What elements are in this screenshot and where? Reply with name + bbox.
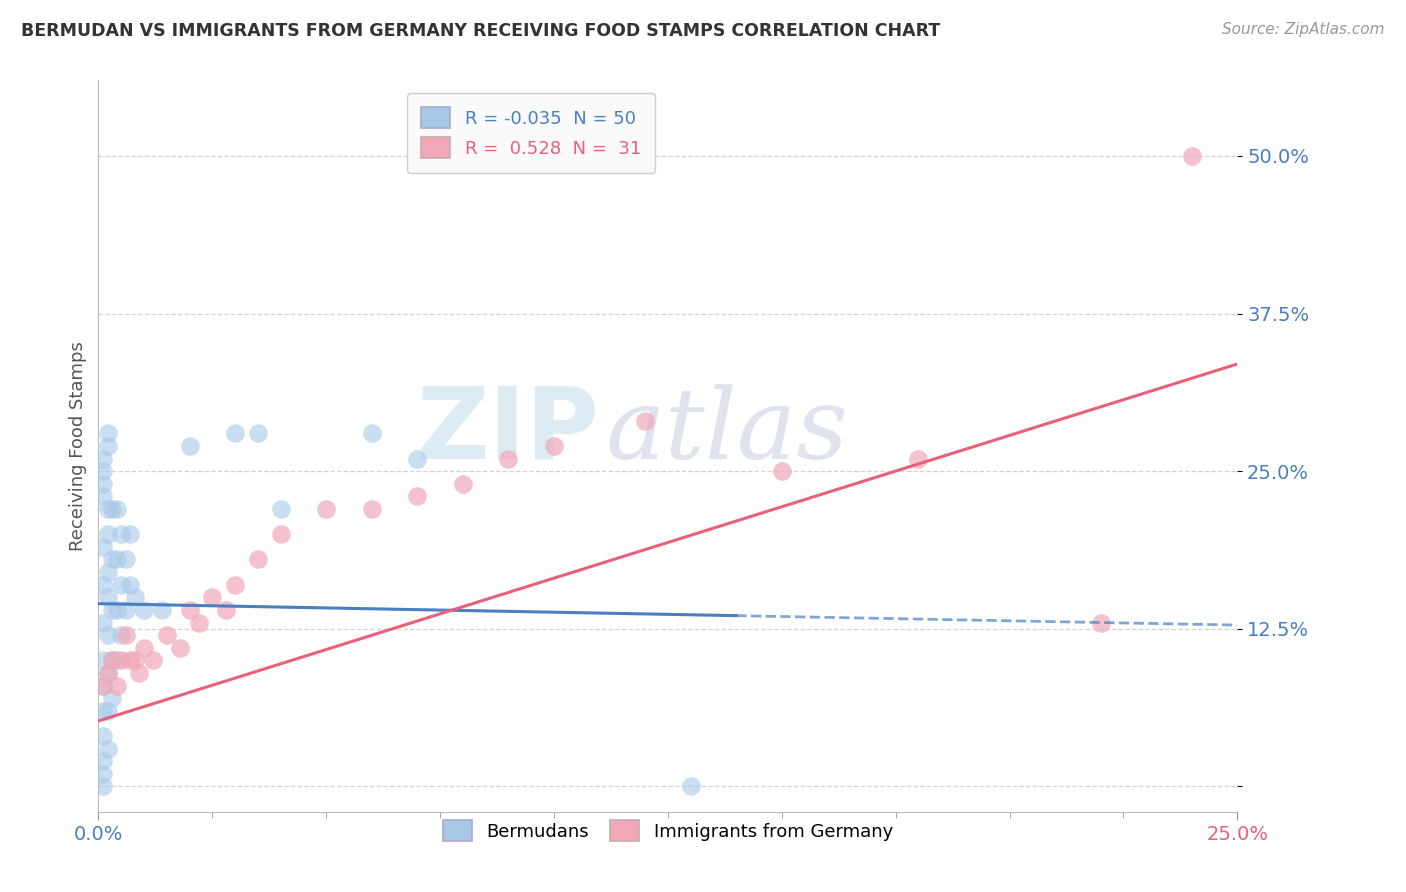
Point [110,628,132,642]
Point [451,476,474,491]
Point [679,780,702,794]
Text: ZIP: ZIP [416,383,599,480]
Point [101,691,124,706]
Point [105,679,128,693]
Point [91,767,114,781]
Point [91,653,114,667]
Point [96,665,118,680]
Point [1090,615,1112,630]
Point [96,502,118,516]
Point [101,552,124,566]
Point [150,603,173,617]
Point [105,603,128,617]
Point [215,603,238,617]
Point [142,653,165,667]
Point [120,578,142,592]
Point [96,591,118,605]
Point [246,426,269,441]
Point [96,527,118,541]
Point [91,464,114,478]
Point [120,653,142,667]
Point [105,552,128,566]
Point [360,502,382,516]
Point [101,653,124,667]
Legend: Bermudans, Immigrants from Germany: Bermudans, Immigrants from Germany [430,808,905,854]
Point [907,451,929,466]
Text: Source: ZipAtlas.com: Source: ZipAtlas.com [1222,22,1385,37]
Point [91,490,114,504]
Point [96,426,118,441]
Point [187,615,209,630]
Point [96,628,118,642]
Point [179,439,201,453]
Point [110,578,132,592]
Point [120,527,142,541]
Point [91,704,114,718]
Point [91,679,114,693]
Point [101,653,124,667]
Point [105,653,128,667]
Point [132,603,155,617]
Point [96,704,118,718]
Point [770,464,793,478]
Point [132,640,155,655]
Point [406,490,429,504]
Point [110,653,132,667]
Point [114,603,136,617]
Point [498,451,520,466]
Point [91,679,114,693]
Point [91,451,114,466]
Point [114,628,136,642]
Point [110,527,132,541]
Point [96,665,118,680]
Point [634,414,657,428]
Point [124,653,146,667]
Point [315,502,337,516]
Point [169,640,191,655]
Point [124,591,146,605]
Point [156,628,179,642]
Point [179,603,201,617]
Point [128,665,150,680]
Point [91,540,114,554]
Point [96,439,118,453]
Point [91,615,114,630]
Point [406,451,429,466]
Point [91,578,114,592]
Point [224,578,246,592]
Point [91,729,114,743]
Text: BERMUDAN VS IMMIGRANTS FROM GERMANY RECEIVING FOOD STAMPS CORRELATION CHART: BERMUDAN VS IMMIGRANTS FROM GERMANY RECE… [21,22,941,40]
Point [246,552,269,566]
Y-axis label: Receiving Food Stamps: Receiving Food Stamps [69,341,87,551]
Point [224,426,246,441]
Point [1181,149,1204,163]
Point [91,780,114,794]
Point [91,754,114,768]
Point [270,502,292,516]
Point [96,565,118,579]
Point [101,502,124,516]
Point [114,552,136,566]
Point [360,426,382,441]
Point [91,476,114,491]
Point [201,591,224,605]
Point [105,502,128,516]
Text: atlas: atlas [605,384,848,479]
Point [96,741,118,756]
Point [543,439,565,453]
Point [270,527,292,541]
Point [101,603,124,617]
